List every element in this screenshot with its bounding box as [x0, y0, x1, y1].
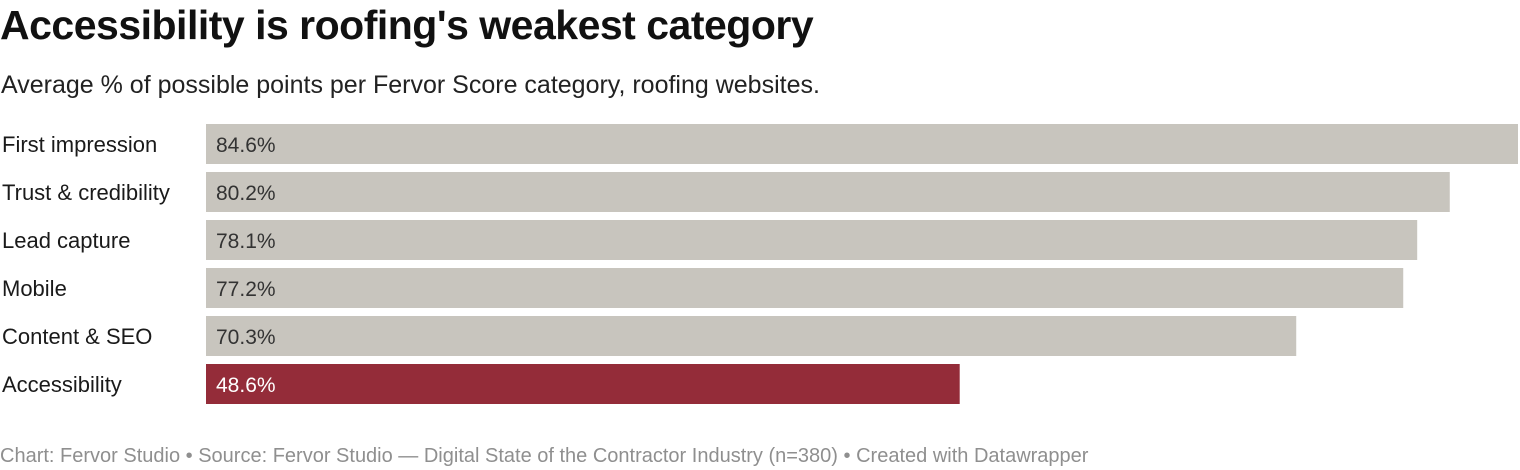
bar-content-and-seo	[206, 316, 1297, 356]
category-label-lead-capture: Lead capture	[2, 228, 130, 253]
bar-first-impression	[206, 124, 1518, 164]
value-label-accessibility: 48.6%	[216, 374, 276, 397]
category-label-trust-and-credibility: Trust & credibility	[2, 180, 170, 205]
bar-chart: First impression 84.6% Trust & credibility…	[2, 124, 1518, 404]
bar-mobile	[206, 268, 1404, 308]
chart-title: Accessibility is roofing's weakest categ…	[0, 2, 814, 48]
value-label-lead-capture: 78.1%	[216, 230, 276, 253]
value-label-mobile: 77.2%	[216, 278, 276, 301]
footer-separator: •	[185, 445, 193, 467]
footer-tool: Created with Datawrapper	[856, 445, 1089, 467]
category-label-mobile: Mobile	[2, 276, 67, 301]
chart-subtitle: Average % of possible points per Fervor …	[1, 71, 820, 99]
category-label-first-impression: First impression	[2, 132, 157, 157]
footer-credit: Chart: Fervor Studio	[0, 445, 181, 467]
category-label-accessibility: Accessibility	[2, 372, 122, 397]
footer-source: Source: Fervor Studio — Digital State of…	[198, 445, 838, 467]
category-label-content-and-seo: Content & SEO	[2, 324, 152, 349]
bar-accessibility	[206, 364, 960, 404]
chart-footer: Chart: Fervor Studio • Source: Fervor St…	[0, 445, 1088, 468]
bar-trust-and-credibility	[206, 172, 1450, 212]
value-label-trust-and-credibility: 80.2%	[216, 182, 276, 205]
footer-separator: •	[843, 445, 851, 467]
bar-lead-capture	[206, 220, 1418, 260]
value-label-content-and-seo: 70.3%	[216, 326, 276, 349]
value-label-first-impression: 84.6%	[216, 134, 276, 157]
